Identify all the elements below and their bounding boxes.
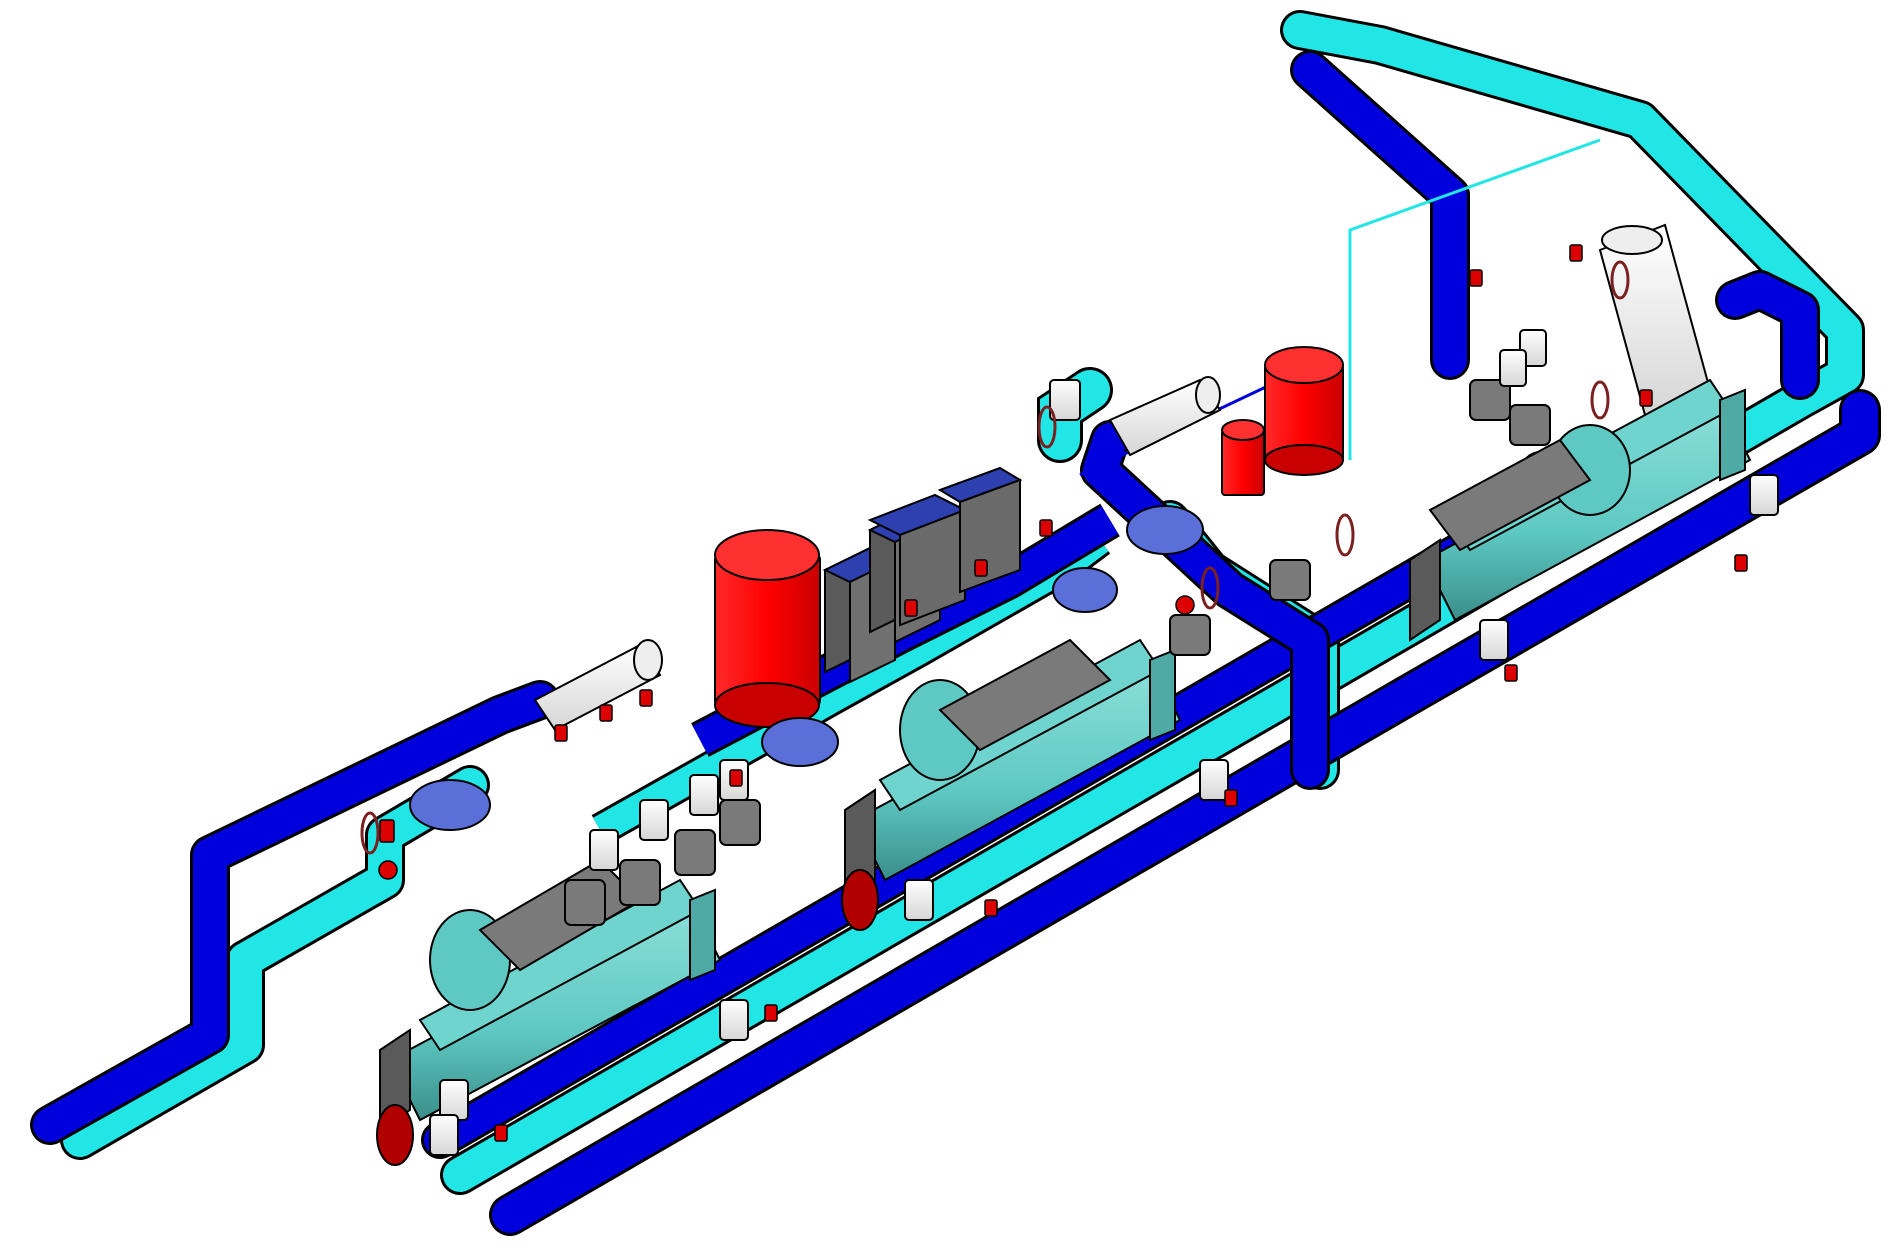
chiller-1 — [376, 858, 722, 1166]
strainers — [409, 505, 1204, 831]
valves — [378, 244, 1748, 1142]
header-left — [533, 639, 663, 732]
expansion-tank-large — [714, 529, 821, 728]
plate-heat-exchangers — [822, 466, 1023, 684]
header-right — [1598, 223, 1712, 417]
strainer-right — [1126, 505, 1204, 555]
pump-group-middle — [1169, 559, 1311, 656]
flanges — [360, 260, 1630, 855]
expansion-tank-right — [1264, 346, 1344, 476]
chiller-3 — [1409, 378, 1752, 642]
pipe-network — [30, 10, 1881, 1236]
strainer-left — [409, 779, 491, 831]
plate-hx-3 — [867, 493, 968, 627]
pump-group-right — [1469, 379, 1551, 446]
expansion-tank-small — [1221, 419, 1265, 496]
white-fittings — [429, 329, 1779, 1156]
strainer-upper — [1052, 567, 1118, 613]
header-middle — [1108, 376, 1222, 457]
pump-group-left — [564, 799, 761, 926]
strainer-mid — [761, 717, 839, 767]
chiller-2 — [841, 638, 1182, 931]
